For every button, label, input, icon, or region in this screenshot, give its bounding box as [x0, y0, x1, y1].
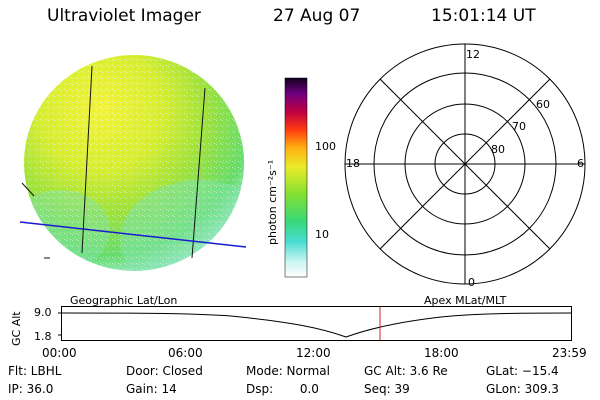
- geographic-label: Geographic Lat/Lon: [70, 294, 178, 307]
- status-glon: GLon: 309.3: [486, 382, 559, 396]
- polar-label-0: 0: [468, 276, 475, 289]
- equator-line: [19, 221, 247, 248]
- uv-earth-disk: [24, 55, 244, 271]
- orbit-altitude-plot: [58, 306, 572, 341]
- colorbar-unit-label: photon cm⁻²s⁻¹: [266, 159, 279, 245]
- status-seq: Seq: 39: [364, 382, 410, 396]
- colorbar-tick-100: 100: [315, 140, 336, 153]
- status-door: Door: Closed: [126, 364, 203, 378]
- date-label: 27 Aug 07: [273, 6, 361, 26]
- status-dsp: Dsp: 0.0: [246, 382, 319, 396]
- status-gain: Gain: 14: [126, 382, 177, 396]
- colorbar: [284, 77, 308, 278]
- colorbar-tick-10: 10: [315, 228, 329, 241]
- orbit-ytick-high: 9.0: [34, 306, 52, 319]
- meridian-line: [191, 87, 206, 259]
- instrument-title: Ultraviolet Imager: [47, 6, 201, 26]
- orbit-xtick-0: 00:00: [42, 346, 77, 360]
- time-label: 15:01:14 UT: [431, 6, 536, 26]
- polar-label-18: 18: [346, 157, 360, 170]
- orbit-xtick-2: 12:00: [296, 346, 331, 360]
- orbit-axis-label: GC Alt: [10, 311, 23, 346]
- status-gc-alt: GC Alt: 3.6 Re: [364, 364, 448, 378]
- orbit-xtick-4: 23:59: [552, 346, 587, 360]
- polar-label-12: 12: [466, 48, 480, 61]
- polar-grid: [344, 43, 586, 285]
- orbit-xtick-1: 06:00: [168, 346, 203, 360]
- polar-label-60: 60: [536, 98, 550, 111]
- polar-label-80: 80: [491, 143, 505, 156]
- status-glat: GLat: −15.4: [486, 364, 559, 378]
- orbit-xtick-3: 18:00: [424, 346, 459, 360]
- apex-label: Apex MLat/MLT: [424, 294, 507, 307]
- status-mode: Mode: Normal: [246, 364, 330, 378]
- polar-label-70: 70: [512, 120, 526, 133]
- status-ip: IP: 36.0: [8, 382, 54, 396]
- orbit-ytick-low: 1.8: [34, 330, 52, 343]
- polar-label-6: 6: [577, 157, 584, 170]
- status-filter: Flt: LBHL: [8, 364, 62, 378]
- meridian-line: [81, 65, 93, 254]
